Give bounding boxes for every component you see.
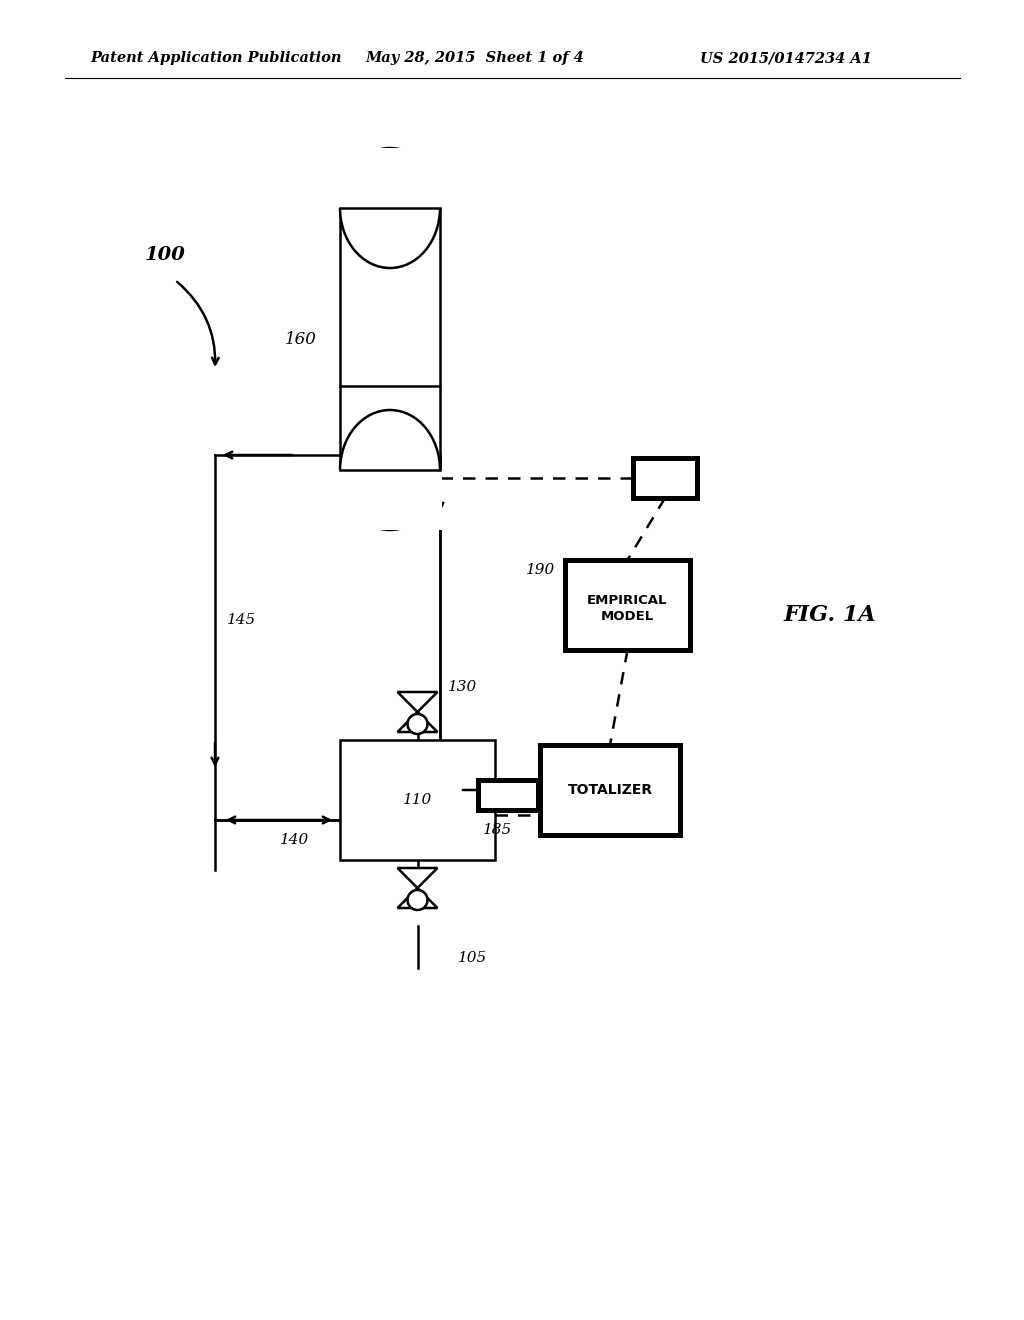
Text: 160: 160 [285, 331, 316, 348]
FancyArrowPatch shape [177, 281, 219, 364]
Circle shape [408, 890, 427, 909]
Text: 145: 145 [227, 612, 256, 627]
Ellipse shape [340, 411, 440, 531]
Text: 100: 100 [144, 246, 185, 264]
Polygon shape [397, 869, 437, 888]
Text: 180: 180 [492, 788, 523, 803]
Ellipse shape [340, 148, 440, 268]
Polygon shape [397, 711, 437, 733]
Text: FIG. 1A: FIG. 1A [783, 605, 877, 626]
Bar [540, 744, 680, 836]
Bar [633, 458, 697, 498]
Text: 105: 105 [458, 950, 486, 965]
Bar [338, 148, 442, 209]
Text: 130: 130 [447, 680, 477, 694]
Text: 190: 190 [525, 564, 555, 577]
Circle shape [408, 714, 427, 734]
Text: 110: 110 [402, 793, 432, 807]
Bar [340, 741, 495, 861]
Text: EMPIRICAL: EMPIRICAL [587, 594, 668, 606]
Text: May 28, 2015  Sheet 1 of 4: May 28, 2015 Sheet 1 of 4 [365, 51, 584, 65]
Text: US 2015/0147234 A1: US 2015/0147234 A1 [700, 51, 871, 65]
Text: MODEL: MODEL [601, 610, 654, 623]
Bar [338, 470, 442, 531]
Bar [340, 209, 440, 470]
Text: Patent Application Publication: Patent Application Publication [90, 51, 341, 65]
Bar [477, 780, 538, 810]
Polygon shape [397, 692, 437, 711]
Text: TOTALIZER: TOTALIZER [567, 783, 652, 797]
Polygon shape [397, 888, 437, 908]
Text: 185: 185 [482, 822, 512, 837]
Text: 195: 195 [649, 471, 681, 484]
Bar [565, 560, 690, 649]
Text: 140: 140 [280, 833, 309, 847]
